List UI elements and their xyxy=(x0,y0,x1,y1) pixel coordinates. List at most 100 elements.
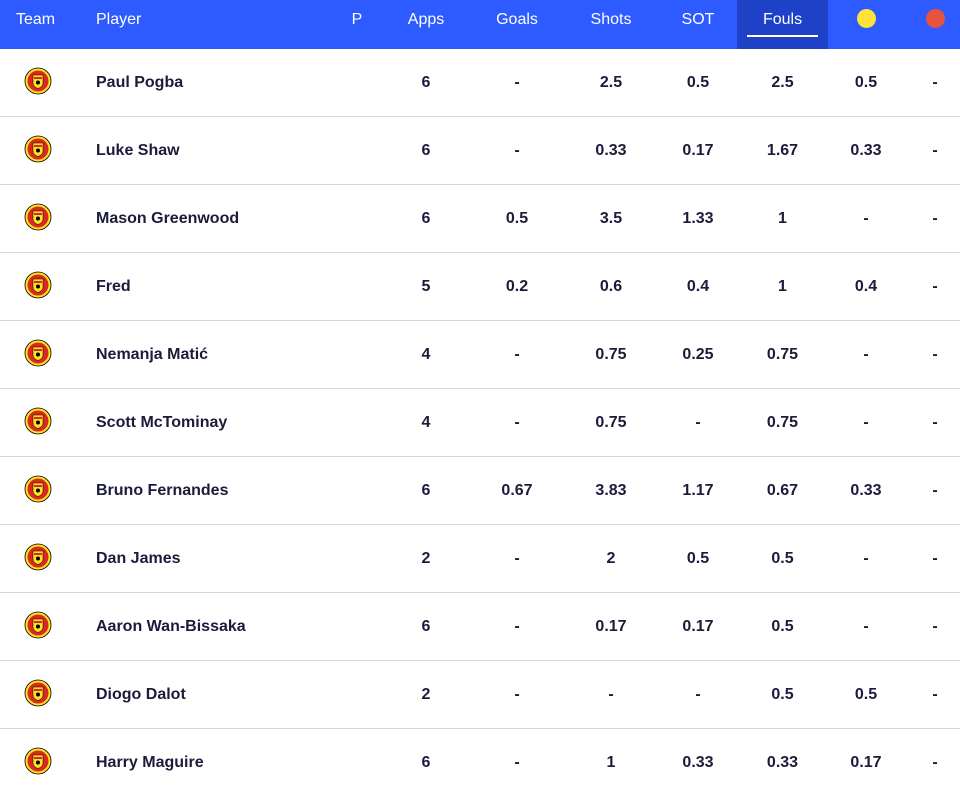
player-name[interactable]: Fred xyxy=(96,278,131,295)
column-header-player[interactable]: Player xyxy=(96,11,142,28)
player-name[interactable]: Nemanja Matić xyxy=(96,346,209,363)
stat-red: - xyxy=(932,754,938,771)
table-row[interactable]: Nemanja Matić 4 - 0.75 0.25 0.75 - - xyxy=(0,321,960,389)
active-sort-indicator xyxy=(747,35,818,37)
stat-shots: 0.6 xyxy=(599,278,623,295)
stat-yellow: 0.17 xyxy=(850,754,882,771)
player-name[interactable]: Bruno Fernandes xyxy=(96,482,229,499)
team-crest-icon[interactable] xyxy=(24,67,52,95)
column-header-red-cards[interactable] xyxy=(910,0,960,49)
column-header-team[interactable]: Team xyxy=(16,11,56,28)
stat-apps: 4 xyxy=(421,414,431,431)
stat-apps: 2 xyxy=(421,550,431,567)
team-crest-icon[interactable] xyxy=(24,747,52,775)
player-name[interactable]: Mason Greenwood xyxy=(96,210,240,227)
team-crest-icon[interactable] xyxy=(24,679,52,707)
stat-yellow: 0.4 xyxy=(854,278,878,295)
table-row[interactable]: Bruno Fernandes 6 0.67 3.83 1.17 0.67 0.33 - xyxy=(0,457,960,525)
column-header-shots[interactable]: Shots xyxy=(590,11,632,28)
stat-goals: - xyxy=(514,686,520,703)
stat-red: - xyxy=(932,618,938,635)
stat-shots: 0.75 xyxy=(595,414,627,431)
player-name[interactable]: Dan James xyxy=(96,550,181,567)
stat-sot: 0.17 xyxy=(682,618,714,635)
team-crest-icon[interactable] xyxy=(24,407,52,435)
team-crest-icon[interactable] xyxy=(24,271,52,299)
stat-sot: 0.17 xyxy=(682,142,714,159)
stat-apps: 6 xyxy=(421,210,431,227)
stat-red: - xyxy=(932,74,938,91)
table-body: Paul Pogba 6 - 2.5 0.5 2.5 0.5 - Luke Shaw 6 - 0.33… xyxy=(0,49,960,796)
table-row[interactable]: Mason Greenwood 6 0.5 3.5 1.33 1 - - xyxy=(0,185,960,253)
team-crest-icon[interactable] xyxy=(24,339,52,367)
stat-fouls: 0.33 xyxy=(766,754,799,771)
player-name[interactable]: Scott McTominay xyxy=(96,414,228,431)
table-row[interactable]: Harry Maguire 6 - 1 0.33 0.33 0.17 - xyxy=(0,729,960,796)
table-row[interactable]: Aaron Wan-Bissaka 6 - 0.17 0.17 0.5 - - xyxy=(0,593,960,661)
player-name[interactable]: Aaron Wan-Bissaka xyxy=(96,618,246,635)
table-row[interactable]: Paul Pogba 6 - 2.5 0.5 2.5 0.5 - xyxy=(0,49,960,117)
stat-sot: 1.33 xyxy=(682,210,714,227)
stat-fouls: 1 xyxy=(778,210,787,227)
stat-apps: 2 xyxy=(421,686,431,703)
stat-shots: 1 xyxy=(606,754,616,771)
player-name[interactable]: Paul Pogba xyxy=(96,74,184,91)
stat-apps: 6 xyxy=(421,482,431,499)
stat-yellow: - xyxy=(863,414,869,431)
player-name[interactable]: Diogo Dalot xyxy=(96,686,186,703)
column-header-apps[interactable]: Apps xyxy=(407,11,445,28)
team-crest-icon[interactable] xyxy=(24,203,52,231)
stat-shots: - xyxy=(608,686,614,703)
stat-sot: 0.33 xyxy=(682,754,714,771)
stat-goals: - xyxy=(514,142,520,159)
stat-red: - xyxy=(932,686,938,703)
stat-yellow: - xyxy=(863,210,869,227)
column-header-goals[interactable]: Goals xyxy=(496,11,538,28)
table-row[interactable]: Dan James 2 - 2 0.5 0.5 - - xyxy=(0,525,960,593)
player-name[interactable]: Luke Shaw xyxy=(96,142,180,159)
stat-yellow: 0.5 xyxy=(854,686,878,703)
stat-goals: 0.67 xyxy=(501,482,533,499)
column-header-fouls[interactable]: Fouls xyxy=(737,0,828,49)
column-header-p[interactable]: P xyxy=(351,11,363,28)
team-crest-icon[interactable] xyxy=(24,475,52,503)
column-header-yellow-cards[interactable] xyxy=(830,0,902,49)
stat-sot: 0.25 xyxy=(682,346,714,363)
stat-shots: 3.83 xyxy=(595,482,627,499)
stat-yellow: - xyxy=(863,346,869,363)
stat-fouls: 0.75 xyxy=(766,414,799,431)
table-row[interactable]: Luke Shaw 6 - 0.33 0.17 1.67 0.33 - xyxy=(0,117,960,185)
stat-fouls: 0.5 xyxy=(771,550,794,567)
stat-apps: 6 xyxy=(421,618,431,635)
stat-yellow: 0.33 xyxy=(850,142,882,159)
table-row[interactable]: Diogo Dalot 2 - - - 0.5 0.5 - xyxy=(0,661,960,729)
stat-apps: 4 xyxy=(421,346,431,363)
stat-fouls: 0.75 xyxy=(766,346,799,363)
stat-yellow: - xyxy=(863,618,869,635)
player-name[interactable]: Harry Maguire xyxy=(96,754,204,771)
column-header-sot[interactable]: SOT xyxy=(681,11,715,28)
stat-red: - xyxy=(932,550,938,567)
stat-fouls: 2.5 xyxy=(771,74,794,91)
stat-apps: 6 xyxy=(421,754,431,771)
stat-sot: 1.17 xyxy=(682,482,714,499)
stat-shots: 3.5 xyxy=(599,210,623,227)
stat-apps: 6 xyxy=(421,142,431,159)
stat-shots: 0.75 xyxy=(595,346,627,363)
stat-sot: 0.5 xyxy=(686,550,710,567)
stat-goals: - xyxy=(514,754,520,771)
red-card-icon xyxy=(925,8,945,28)
stat-goals: - xyxy=(514,74,520,91)
stat-sot: 0.5 xyxy=(686,74,710,91)
stat-fouls: 1 xyxy=(778,278,787,295)
stat-shots: 2.5 xyxy=(599,74,623,91)
team-crest-icon[interactable] xyxy=(24,543,52,571)
team-crest-icon[interactable] xyxy=(24,135,52,163)
stat-yellow: - xyxy=(863,550,869,567)
stat-red: - xyxy=(932,278,938,295)
team-crest-icon[interactable] xyxy=(24,611,52,639)
stat-fouls: 0.67 xyxy=(766,482,799,499)
table-row[interactable]: Fred 5 0.2 0.6 0.4 1 0.4 - xyxy=(0,253,960,321)
table-row[interactable]: Scott McTominay 4 - 0.75 - 0.75 - - xyxy=(0,389,960,457)
